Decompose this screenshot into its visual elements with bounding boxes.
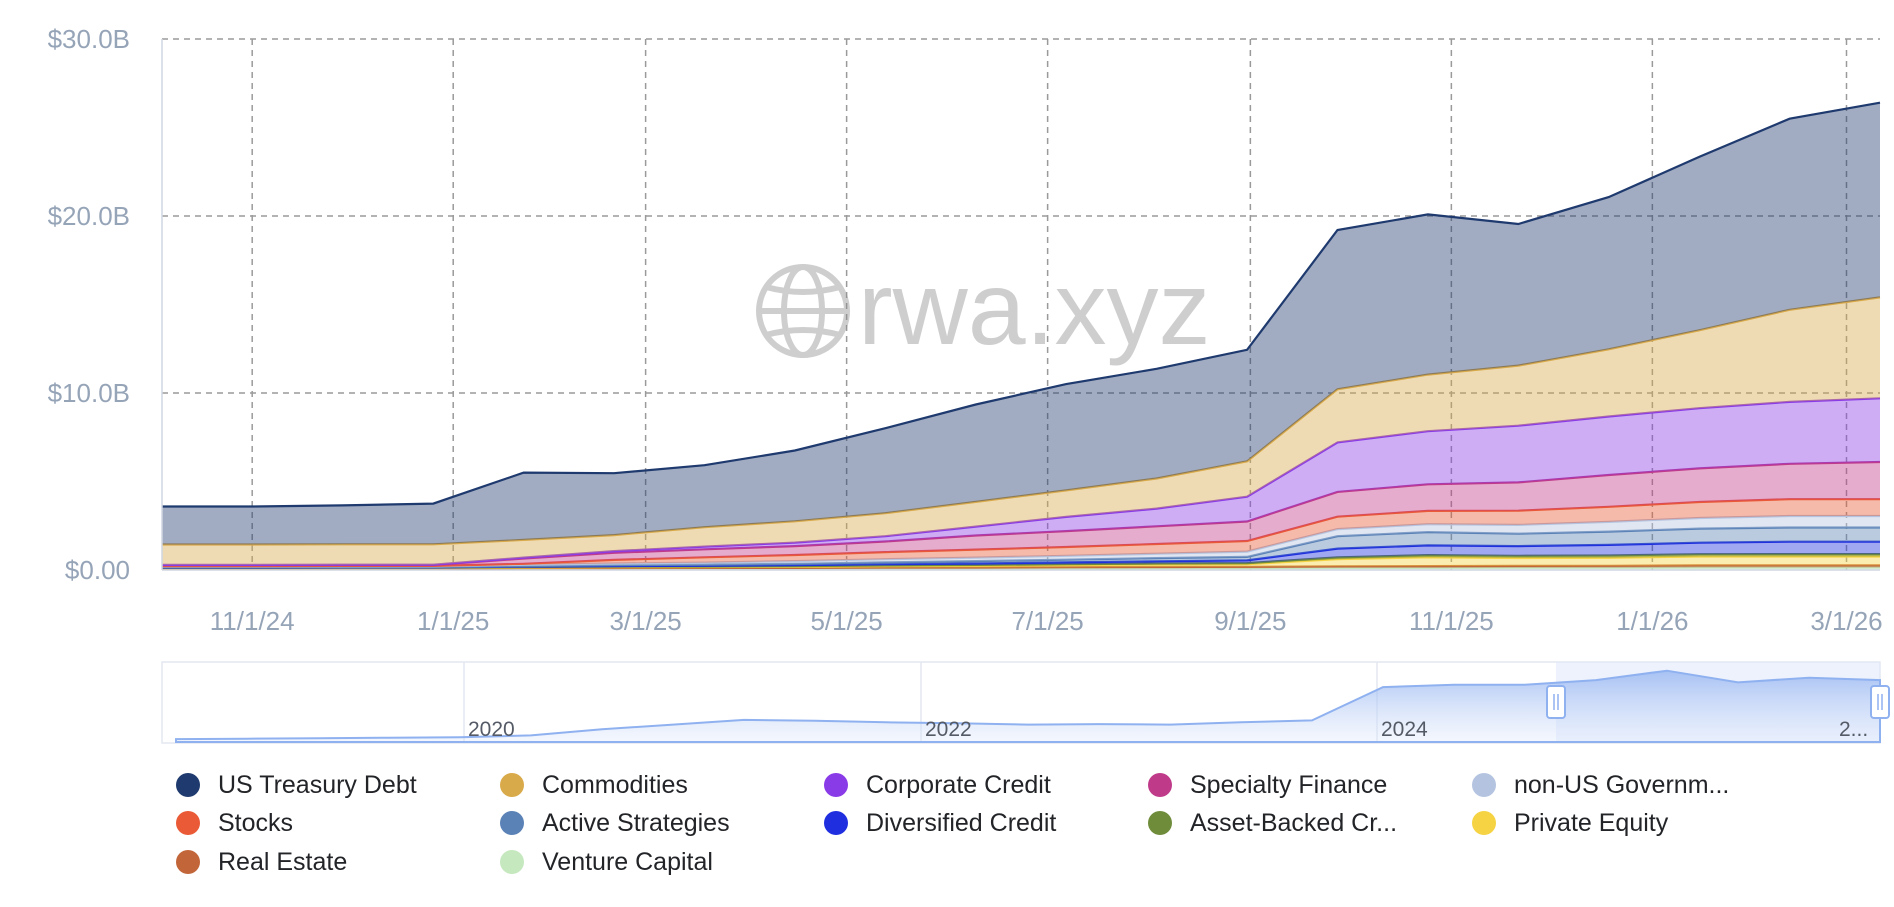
axes: $0.00 $10.0B $20.0B $30.0B 11/1/24 1/1/25 3/1/… bbox=[48, 24, 1883, 636]
legend-item-asset-backed-credit[interactable]: Asset-Backed Cr... bbox=[1148, 808, 1397, 838]
legend-item-venture-capital[interactable]: Venture Capital bbox=[500, 847, 713, 877]
legend-label: Private Equity bbox=[1514, 808, 1669, 837]
x-tick-label: 11/1/24 bbox=[210, 606, 295, 636]
legend-item-private-equity[interactable]: Private Equity bbox=[1472, 808, 1668, 838]
series-area-corporate-credit[interactable] bbox=[162, 398, 1880, 566]
legend-dot-icon bbox=[1472, 811, 1496, 835]
legend-label: Asset-Backed Cr... bbox=[1190, 808, 1398, 837]
series-areas bbox=[162, 101, 1881, 571]
series-area-stocks[interactable] bbox=[162, 499, 1880, 567]
x-tick-label: 1/1/25 bbox=[417, 606, 489, 636]
navigator-year-label: 2022 bbox=[925, 718, 972, 741]
y-tick-label: $10.0B bbox=[48, 378, 130, 408]
legend-dot-icon bbox=[500, 850, 524, 874]
series-area-non-us-government-debt[interactable] bbox=[162, 516, 1880, 568]
x-tick-label: 5/1/25 bbox=[810, 606, 882, 636]
legend-item-corporate-credit[interactable]: Corporate Credit bbox=[824, 770, 1051, 800]
legend-dot-icon bbox=[1148, 773, 1172, 797]
legend-label: Venture Capital bbox=[542, 847, 713, 876]
x-tick-label: 7/1/25 bbox=[1011, 606, 1083, 636]
x-tick-label: 1/1/26 bbox=[1616, 606, 1688, 636]
legend-item-non-us-government-debt[interactable]: non-US Governm... bbox=[1472, 770, 1729, 800]
navigator-series-area bbox=[175, 669, 1881, 743]
series-line-stocks bbox=[162, 498, 1880, 568]
x-tick-label: 3/1/25 bbox=[609, 606, 681, 636]
series-area-commodities[interactable] bbox=[162, 297, 1880, 565]
legend-dot-icon bbox=[824, 811, 848, 835]
legend-label: Stocks bbox=[218, 808, 294, 837]
y-tick-label: $20.0B bbox=[48, 201, 130, 231]
legend-label: Specialty Finance bbox=[1190, 770, 1388, 799]
legend-label: Commodities bbox=[542, 770, 688, 799]
legend-label: Diversified Credit bbox=[866, 808, 1057, 837]
legend-label: Active Strategies bbox=[542, 808, 730, 837]
series-area-diversified-credit[interactable] bbox=[162, 541, 1880, 568]
legend-dot-icon bbox=[176, 850, 200, 874]
x-tick-label: 11/1/25 bbox=[1409, 606, 1494, 636]
navigator-year-label: 2020 bbox=[468, 718, 515, 741]
legend-label: US Treasury Debt bbox=[218, 770, 417, 799]
legend-item-us-treasury-debt[interactable]: US Treasury Debt bbox=[176, 770, 417, 800]
watermark: rwa.xyz bbox=[756, 251, 1210, 367]
navigator-handle-right[interactable] bbox=[1870, 685, 1890, 719]
x-tick-label: 3/1/26 bbox=[1810, 606, 1882, 636]
legend-label: Real Estate bbox=[218, 847, 348, 876]
legend-dot-icon bbox=[1148, 811, 1172, 835]
legend-item-specialty-finance[interactable]: Specialty Finance bbox=[1148, 770, 1387, 800]
watermark-text: rwa.xyz bbox=[858, 251, 1210, 367]
y-tick-label: $30.0B bbox=[48, 24, 130, 54]
navigator-handle-left[interactable] bbox=[1546, 685, 1566, 719]
series-area-active-strategies[interactable] bbox=[162, 527, 1880, 568]
legend-dot-icon bbox=[176, 773, 200, 797]
range-navigator[interactable]: 2020 2022 2024 2... bbox=[161, 661, 1890, 744]
series-area-specialty-finance[interactable] bbox=[162, 462, 1880, 567]
series-area-private-equity[interactable] bbox=[162, 556, 1880, 569]
series-line-corporate-credit bbox=[162, 397, 1881, 566]
navigator-year-labels: 2020 2022 2024 2... bbox=[468, 718, 1868, 741]
navigator-year-label: 2024 bbox=[1381, 718, 1428, 741]
legend-item-stocks[interactable]: Stocks bbox=[176, 808, 293, 838]
legend-item-diversified-credit[interactable]: Diversified Credit bbox=[824, 808, 1056, 838]
series-line-commodities bbox=[162, 296, 1881, 546]
legend-dot-icon bbox=[824, 773, 848, 797]
legend-dot-icon bbox=[1472, 773, 1496, 797]
legend-item-commodities[interactable]: Commodities bbox=[500, 770, 688, 800]
legend-item-active-strategies[interactable]: Active Strategies bbox=[500, 808, 730, 838]
legend-dot-icon bbox=[176, 811, 200, 835]
x-tick-label: 9/1/25 bbox=[1214, 606, 1286, 636]
y-tick-label: $0.00 bbox=[65, 555, 130, 585]
series-line-us-treasury-debt bbox=[162, 101, 1881, 508]
legend-item-real-estate[interactable]: Real Estate bbox=[176, 847, 347, 877]
legend-dot-icon bbox=[500, 773, 524, 797]
navigator-year-label: 2... bbox=[1839, 718, 1868, 741]
legend-label: Corporate Credit bbox=[866, 770, 1051, 799]
series-area-us-treasury-debt[interactable] bbox=[162, 102, 1880, 545]
globe-icon bbox=[756, 264, 850, 358]
grid-lines bbox=[162, 38, 1880, 570]
legend-dot-icon bbox=[500, 811, 524, 835]
legend-label: non-US Governm... bbox=[1514, 770, 1730, 799]
